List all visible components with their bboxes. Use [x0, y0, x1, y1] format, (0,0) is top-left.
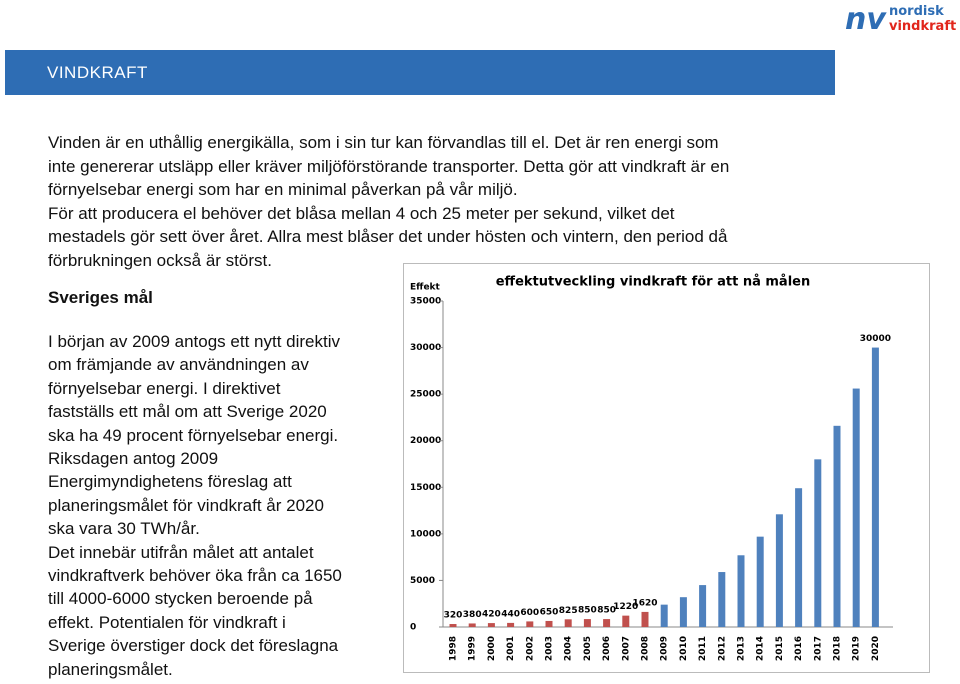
intro-line: inte genererar utsläpp eller kräver milj…: [48, 156, 730, 176]
x-tick-label: 2008: [641, 636, 651, 661]
body-line: vindkraftverk behöver öka från ca 1650: [48, 566, 342, 585]
chart-title: effektutveckling vindkraft för att nå må…: [496, 275, 811, 290]
body-line: effekt. Potentialen för vindkraft i: [48, 612, 286, 632]
bar: [507, 622, 515, 627]
x-tick-label: 1999: [468, 636, 478, 661]
bar: [699, 585, 707, 627]
x-tick-label: 2011: [698, 636, 708, 661]
bar: [603, 619, 611, 627]
logo-text: nordisk: [889, 4, 944, 19]
bar: [468, 623, 476, 627]
bar: [737, 555, 745, 627]
value-label: 850: [597, 606, 616, 616]
value-label: 650: [540, 607, 559, 617]
x-tick-label: 2015: [775, 636, 785, 661]
bar: [545, 620, 553, 627]
header-title: VINDKRAFT: [47, 63, 148, 82]
bar: [718, 572, 726, 627]
x-tick-label: 2000: [487, 636, 497, 661]
body-line: ska vara 30 TWh/år.: [48, 519, 200, 539]
header-bar: VINDKRAFT: [5, 50, 835, 95]
body-line: ska ha 49 procent förnyelsebar energi.: [48, 425, 339, 445]
body-line: Riksdagen antog 2009: [48, 449, 219, 468]
bar: [622, 615, 630, 627]
bar: [641, 611, 649, 627]
x-tick-label: 2013: [737, 636, 747, 661]
intro-line: För att producera el behöver det blåsa m…: [48, 203, 675, 223]
body-line: Energimyndighetens föreslag att: [48, 472, 292, 492]
bar: [795, 488, 803, 627]
value-label: 1620: [632, 598, 657, 608]
bar: [871, 347, 879, 627]
bar: [852, 388, 860, 627]
x-tick-label: 2014: [756, 636, 766, 661]
y-tick-label: 0: [410, 623, 416, 633]
y-tick-label: 25000: [410, 390, 441, 400]
x-tick-label: 2018: [833, 636, 843, 661]
body-line: till 4000-6000 stycken beroende på: [48, 589, 313, 609]
x-tick-label: 2010: [679, 636, 689, 661]
x-tick-label: 2006: [602, 636, 612, 661]
chart-frame: [403, 263, 930, 673]
logo: nv nordisk vindkraft: [845, 2, 956, 37]
value-label: 380: [463, 610, 482, 620]
y-tick-label: 20000: [410, 436, 441, 446]
bar: [449, 624, 457, 627]
x-tick-label: 2001: [506, 636, 516, 661]
intro-line: förnyelsebar energi som har en minimal p…: [48, 180, 518, 199]
body-line: I början av 2009 antogs ett nytt direkti…: [48, 332, 341, 351]
bar: [526, 621, 534, 627]
y-axis-label: Effekt: [410, 283, 441, 293]
x-tick-label: 2002: [525, 636, 535, 661]
bar: [564, 619, 572, 627]
intro-line: mestadels gör sett över året. Allra mest…: [48, 227, 728, 246]
bar: [775, 514, 783, 627]
x-tick-label: 2020: [871, 636, 881, 661]
bar: [660, 604, 668, 627]
body-line: Sverige överstiger dock det föreslagna: [48, 636, 339, 656]
x-tick-label: 2003: [545, 636, 555, 661]
body-line: förnyelsebar energi. I direktivet: [48, 378, 281, 398]
x-tick-label: 2016: [794, 636, 804, 661]
y-tick-label: 30000: [410, 343, 441, 353]
body-line: om främjande av användningen av: [48, 355, 309, 375]
section-heading: Sveriges mål: [48, 288, 153, 307]
bar: [487, 623, 495, 627]
x-tick-label: 2009: [660, 636, 670, 661]
value-label: 320: [444, 611, 463, 621]
value-label: 440: [501, 609, 520, 619]
bar: [583, 619, 591, 627]
logo-text: vindkraft: [889, 19, 956, 34]
value-label: 825: [559, 606, 578, 616]
y-tick-label: 35000: [410, 297, 441, 307]
bar: [833, 425, 841, 627]
body-line: planeringsmålet.: [48, 659, 173, 679]
value-label: 850: [578, 606, 597, 616]
bar: [756, 536, 764, 627]
value-label: 1220: [613, 602, 638, 612]
value-label: 420: [482, 610, 501, 620]
x-tick-label: 2017: [813, 636, 823, 661]
bar: [814, 459, 822, 627]
x-tick-label: 2004: [564, 636, 574, 661]
chart: effektutveckling vindkraft för att nå må…: [403, 263, 930, 673]
x-tick-label: 2012: [717, 636, 727, 661]
body-line: fastställs ett mål om att Sverige 2020: [48, 402, 327, 422]
logo-mark: nv: [845, 2, 887, 37]
body-line: planeringsmålet för vindkraft år 2020: [48, 495, 324, 515]
y-tick-label: 5000: [410, 576, 435, 586]
value-label: 600: [520, 608, 539, 618]
x-tick-label: 2007: [621, 636, 631, 661]
y-tick-label: 15000: [410, 483, 441, 493]
intro-line: förbrukningen också är störst.: [48, 250, 272, 270]
x-tick-label: 1998: [449, 636, 459, 661]
bar: [679, 597, 687, 627]
x-tick-label: 2019: [852, 636, 862, 661]
intro-line: Vinden är en uthållig energikälla, som i…: [48, 133, 719, 152]
body-line: Det innebär utifrån målet att antalet: [48, 542, 314, 562]
value-label: 30000: [860, 334, 891, 344]
x-tick-label: 2005: [583, 636, 593, 661]
y-tick-label: 10000: [410, 529, 441, 539]
